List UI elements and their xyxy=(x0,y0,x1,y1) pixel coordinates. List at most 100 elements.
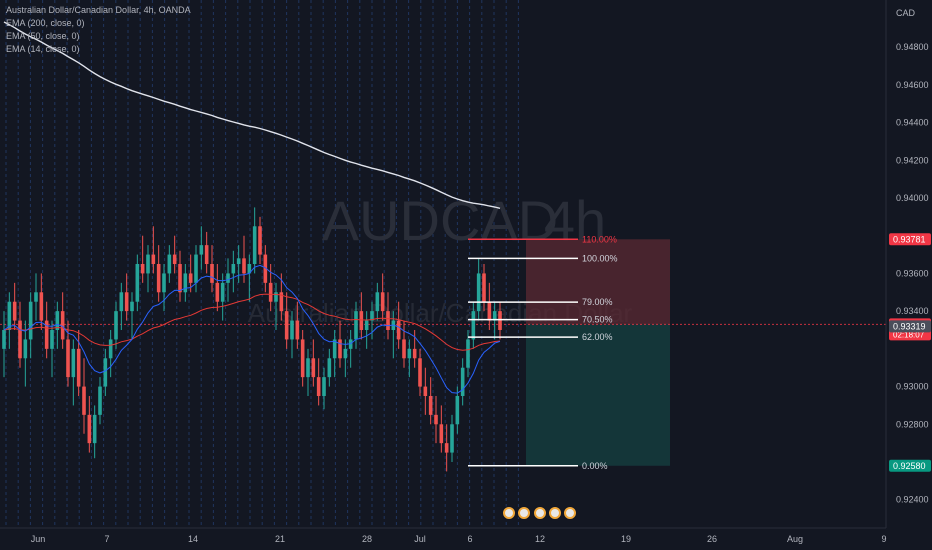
price-axis[interactable]: CAD 0.94800 0.94600 0.94400 0.94200 0.94000 0.… xyxy=(885,0,931,528)
candle-body xyxy=(28,301,33,340)
candle-body xyxy=(476,273,481,312)
candle-body xyxy=(450,424,454,453)
price-tick-label: 0.93600 xyxy=(896,268,929,278)
fib-level-label: 100.00% xyxy=(582,253,618,263)
candle-body xyxy=(274,292,278,302)
candle-body xyxy=(423,386,428,396)
fib-level-label: 0.00% xyxy=(582,461,608,471)
candle-body xyxy=(2,330,6,349)
time-tick-label: 28 xyxy=(362,534,372,544)
countdown-label: 02:18:07 xyxy=(893,330,925,339)
price-tick-label: 0.92400 xyxy=(896,495,929,505)
candle-body xyxy=(482,273,486,302)
fibonacci-retracement[interactable]: 110.00% 100.00% 79.00% 70.50% 62.00% 0.00% xyxy=(468,234,618,471)
candle-body xyxy=(284,311,289,340)
candle-body xyxy=(162,273,166,293)
candle-body xyxy=(359,311,364,330)
candle-body xyxy=(247,264,252,274)
time-tick-label: 19 xyxy=(621,534,631,544)
candle-body xyxy=(119,292,124,312)
candle-body xyxy=(226,273,230,283)
candle-body xyxy=(242,258,246,274)
candle-body xyxy=(178,264,182,293)
candle-body xyxy=(18,320,22,359)
candle-body xyxy=(76,348,81,387)
price-tick-label: 0.94000 xyxy=(896,193,929,203)
axis-currency: CAD xyxy=(896,8,916,18)
indicator-ema200[interactable]: EMA (200, close, 0) xyxy=(6,18,85,28)
indicator-ema14[interactable]: EMA (14, close, 0) xyxy=(6,44,80,54)
candle-body xyxy=(92,414,97,444)
candle-body xyxy=(311,358,316,378)
candle-body xyxy=(364,320,369,330)
candle-body xyxy=(82,386,86,415)
candle-body xyxy=(300,339,305,378)
ema-14-line xyxy=(3,264,501,394)
candle-body xyxy=(172,254,177,264)
event-flag-inner xyxy=(536,509,544,517)
candle-body xyxy=(375,292,380,312)
indicator-ema50[interactable]: EMA (50, close, 0) xyxy=(6,31,80,41)
price-tag-label: 0.93319 xyxy=(893,321,926,331)
time-tick-label: 12 xyxy=(535,534,545,544)
candle-body xyxy=(146,254,150,274)
fib-level-label: 110.00% xyxy=(582,234,617,244)
candle-body xyxy=(492,311,497,321)
candle-body xyxy=(455,396,460,425)
candle-body xyxy=(156,264,161,293)
candle-body xyxy=(343,348,348,359)
ema-200-line xyxy=(3,21,501,209)
candle-body xyxy=(103,358,108,387)
candle-body xyxy=(258,226,262,255)
candle-body xyxy=(295,320,300,340)
candle-body xyxy=(460,367,465,396)
candle-body xyxy=(487,301,492,321)
take-profit-zone xyxy=(526,324,670,466)
candle-body xyxy=(231,264,236,274)
event-flag-inner xyxy=(520,509,528,517)
symbol-title[interactable]: Australian Dollar/Canadian Dollar, 4h, O… xyxy=(6,5,191,15)
position-zones[interactable] xyxy=(0,239,886,466)
fib-level-label: 62.00% xyxy=(582,332,613,342)
candle-body xyxy=(210,264,214,283)
time-tick-label: 21 xyxy=(275,534,285,544)
time-tick-label: Aug xyxy=(787,534,803,544)
time-tick-label: Jul xyxy=(414,534,426,544)
event-flag-inner xyxy=(551,509,559,517)
economic-events[interactable] xyxy=(502,506,577,520)
ema-lines xyxy=(3,21,501,394)
candle-body xyxy=(290,320,294,340)
time-tick-label: Jun xyxy=(31,534,46,544)
candle-body xyxy=(108,339,113,359)
candle-body xyxy=(279,292,284,312)
candle-body xyxy=(114,311,118,340)
fib-level-label: 79.00% xyxy=(582,297,613,307)
candle-body xyxy=(140,264,145,274)
stop-loss-zone xyxy=(526,239,670,325)
time-tick-label: 9 xyxy=(881,534,886,544)
candle-body xyxy=(98,386,102,415)
candle-body xyxy=(50,330,54,349)
candle-body xyxy=(167,254,172,274)
candle-body xyxy=(44,320,49,349)
candle-body xyxy=(263,254,268,283)
candle-body xyxy=(220,282,225,302)
time-tick-label: 6 xyxy=(467,534,472,544)
candle-body xyxy=(34,292,38,302)
time-tick-label: 14 xyxy=(188,534,198,544)
candle-body xyxy=(332,339,337,359)
candle-body xyxy=(252,226,257,264)
candle-body xyxy=(402,339,406,359)
time-tick-label: 26 xyxy=(707,534,717,544)
time-axis[interactable]: Jun 7 14 21 28 Jul 6 12 19 26 Aug 9 xyxy=(0,527,887,544)
candle-body xyxy=(380,292,385,312)
candle-body xyxy=(188,273,193,283)
candle-body xyxy=(418,358,422,387)
candle-body xyxy=(194,254,198,283)
price-tick-label: 0.94400 xyxy=(896,118,929,128)
price-tick-label: 0.94200 xyxy=(896,155,929,165)
candle-body xyxy=(439,424,444,444)
time-tick-label: 7 xyxy=(104,534,109,544)
price-tick-label: 0.94800 xyxy=(896,42,929,52)
